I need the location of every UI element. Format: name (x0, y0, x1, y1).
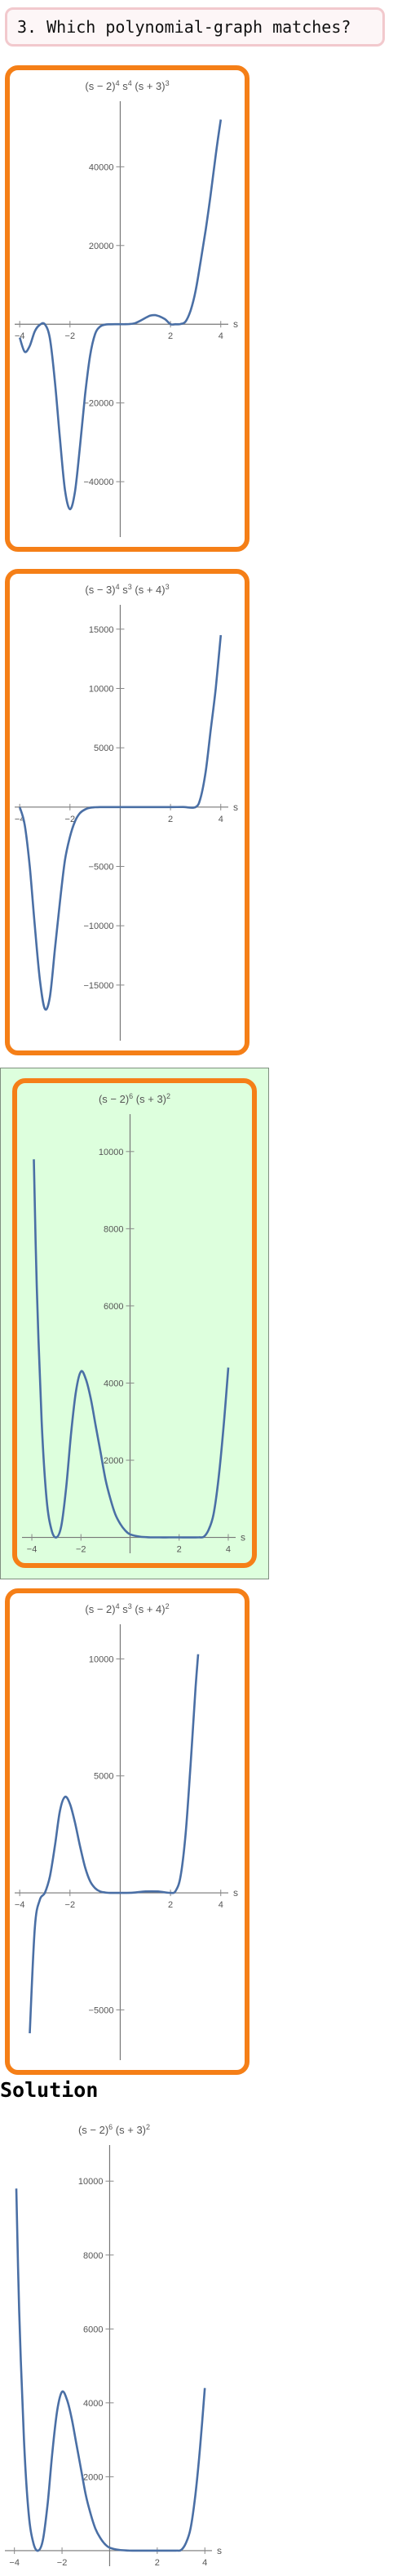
series-line-0 (29, 1654, 200, 2034)
y-tick-label: 4000 (104, 1379, 123, 1388)
y-tick-label: 8000 (104, 1224, 123, 1234)
x-tick-label: −4 (15, 331, 25, 341)
x-tick-label: 2 (177, 1545, 182, 1555)
option-1-card[interactable]: (s − 2)4 s4 (s + 3)3 s −4 −2 2 4 −40000 −20000 2… (5, 65, 249, 552)
chart-title: (s − 2)6 (s + 3)2 (78, 2123, 150, 2136)
x-tick-label: −2 (57, 2558, 68, 2568)
y-tick-label: −15000 (83, 981, 113, 991)
y-tick-label: 5000 (94, 744, 113, 753)
x-axis-label: s (233, 802, 238, 813)
x-tick-label: −2 (65, 331, 76, 341)
x-tick-label: 2 (155, 2558, 160, 2568)
option-4-card[interactable]: (s − 2)4 s3 (s + 4)2 s −4 −2 2 4 −5000 5000 1000… (5, 1588, 249, 2075)
x-tick-label: 2 (168, 1900, 173, 1910)
x-tick-label: 2 (168, 815, 173, 824)
y-tick-label: −5000 (89, 863, 114, 873)
y-tick-label: 10000 (89, 1654, 114, 1664)
option-2-plot: (s − 3)4 s3 (s + 4)3s−4 −2 2 4−15000−10000−… (15, 583, 238, 1041)
series-line-0 (15, 2188, 206, 2552)
solution-heading: Solution (0, 2078, 99, 2102)
x-tick-label: 4 (226, 1545, 231, 1555)
y-tick-label: −20000 (83, 399, 113, 409)
y-tick-label: 4000 (83, 2399, 103, 2409)
y-tick-label: 10000 (78, 2177, 104, 2187)
x-axis-label: s (233, 1887, 238, 1899)
option-2-card[interactable]: (s − 3)4 s3 (s + 4)3 s −4 −2 2 4 −15000 −10000−… (5, 569, 249, 1055)
y-tick-label: 40000 (89, 162, 114, 172)
x-axis-label: s (241, 1532, 245, 1543)
option-1-plot: (s − 2)4 s4 (s + 3)3 s −4 −2 2 4 −40000 −20000 2… (15, 79, 238, 537)
x-tick-label: −2 (65, 1900, 76, 1910)
y-tick-label: 6000 (83, 2325, 103, 2334)
question-text: 3. Which polynomial-graph matches? (17, 17, 351, 37)
y-tick-label: 2000 (104, 1456, 123, 1466)
option-4-plot: (s − 2)4 s3 (s + 4)2 s −4 −2 2 4 −5000 5000 1000… (15, 1602, 238, 2060)
y-tick-label: 10000 (89, 684, 114, 694)
x-axis-label: s (217, 2545, 222, 2556)
y-tick-label: 20000 (89, 242, 114, 251)
y-tick-label: 2000 (83, 2472, 103, 2482)
x-tick-label: −2 (65, 815, 76, 824)
option-3-plot: (s − 2)6 (s + 3)2 s −4 −2 2 4 2000 4000 6000 8000… (22, 1092, 245, 1555)
y-tick-label: 6000 (104, 1302, 123, 1312)
x-tick-label: −4 (15, 1900, 25, 1910)
x-tick-label: 4 (202, 2558, 207, 2568)
chart-title: (s − 2)4 s3 (s + 4)2 (85, 1602, 169, 1615)
solution-plot: (s − 2)6 (s + 3)2 s −4 −2 2 4 2000 4000 6000 8000… (5, 2123, 222, 2568)
series-line-0 (18, 634, 223, 1011)
x-tick-label: 4 (219, 331, 223, 341)
x-tick-label: −2 (76, 1545, 86, 1555)
correct-answer-highlight: (s − 2)6 (s + 3)2 s −4 −2 2 4 2000 4000 6000 8000… (0, 1068, 269, 1579)
y-tick-label: −40000 (83, 477, 113, 487)
solution-plot-area: (s − 2)6 (s + 3)2 s −4 −2 2 4 2000 4000 6000 8000… (0, 2114, 228, 2576)
x-tick-label: 4 (219, 1900, 223, 1910)
y-tick-label: −5000 (89, 2005, 114, 2015)
question-box: 3. Which polynomial-graph matches? (5, 7, 385, 47)
chart-title: (s − 2)4 s4 (s + 3)3 (85, 79, 169, 92)
x-tick-label: −4 (27, 1545, 38, 1555)
x-tick-label: 2 (168, 331, 173, 341)
option-3-card[interactable]: (s − 2)6 (s + 3)2 s −4 −2 2 4 2000 4000 6000 8000… (12, 1078, 257, 1568)
x-tick-label: −4 (9, 2558, 20, 2568)
x-axis-label: s (233, 318, 238, 330)
y-tick-label: −10000 (83, 922, 113, 931)
series-line-0 (18, 119, 223, 511)
chart-title: (s − 3)4 s3 (s + 4)3 (85, 583, 169, 596)
y-tick-label: 5000 (94, 1772, 113, 1782)
y-tick-label: 10000 (99, 1148, 124, 1157)
y-tick-label: 15000 (89, 625, 114, 635)
y-tick-label: 8000 (83, 2251, 103, 2261)
x-tick-label: 4 (219, 815, 223, 824)
chart-title: (s − 2)6 (s + 3)2 (99, 1092, 170, 1105)
series-line-0 (33, 1159, 230, 1539)
